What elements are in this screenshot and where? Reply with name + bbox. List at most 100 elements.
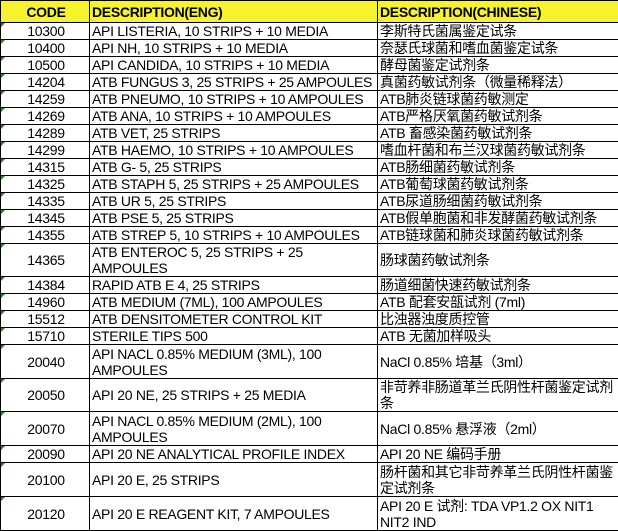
cell-code[interactable]: 14204 [1, 74, 90, 91]
cell-code[interactable]: 10300 [1, 23, 90, 40]
cell-description-eng[interactable]: ATB PNEUMO, 10 STRIPS + 10 AMPOULES [90, 91, 378, 108]
cell-code[interactable]: 14325 [1, 176, 90, 193]
cell-description-eng[interactable]: RAPID ATB E 4, 25 STRIPS [90, 277, 378, 294]
cell-description-chinese[interactable]: 非苛养非肠道革兰氏阴性杆菌鉴定试剂条 [378, 379, 618, 412]
cell-description-eng[interactable]: API 20 E, 25 STRIPS [90, 463, 378, 497]
cell-description-chinese[interactable]: ATB 配套安瓿试剂 (7ml) [378, 294, 618, 311]
cell-description-chinese[interactable]: 嗜血杆菌和布兰汉球菌药敏试剂条 [378, 142, 618, 159]
cell-code[interactable]: 20100 [1, 463, 90, 497]
cell-description-chinese[interactable]: ATB尿道肠细菌药敏试剂条 [378, 193, 618, 210]
cell-description-chinese[interactable]: 酵母菌鉴定试剂条 [378, 57, 618, 74]
cell-description-eng[interactable]: ATB ENTEROC 5, 25 STRIPS + 25 AMPOULES [90, 244, 378, 277]
cell-code[interactable]: 14960 [1, 294, 90, 311]
cell-description-eng[interactable]: ATB HAEMO, 10 STRIPS + 10 AMPOULES [90, 142, 378, 159]
cell-description-eng[interactable]: ATB MEDIUM (7ML), 100 AMPOULES [90, 294, 378, 311]
cell-code[interactable]: 20040 [1, 345, 90, 379]
cell-code[interactable]: 20120 [1, 497, 90, 531]
cell-code[interactable]: 14345 [1, 210, 90, 227]
cell-description-chinese[interactable]: 肠杆菌和其它非苛养革兰氏阴性杆菌鉴定试剂条 [378, 463, 618, 497]
cell-description-eng[interactable]: ATB DENSITOMETER CONTROL KIT [90, 311, 378, 328]
cell-description-eng[interactable]: API NACL 0.85% MEDIUM (3ML), 100 AMPOULE… [90, 345, 378, 379]
cell-description-eng[interactable]: API CANDIDA, 10 STRIPS + 10 MEDIA [90, 57, 378, 74]
cell-code[interactable]: 14299 [1, 142, 90, 159]
column-header-eng[interactable]: DESCRIPTION(ENG) [90, 1, 378, 23]
cell-description-chinese[interactable]: ATB严格厌氧菌药敏试剂条 [378, 108, 618, 125]
cell-description-eng[interactable]: API 20 NE, 25 STRIPS + 25 MEDIA [90, 379, 378, 412]
cell-description-eng[interactable]: ATB VET, 25 STRIPS [90, 125, 378, 142]
cell-description-chinese[interactable]: NaCl 0.85% 培基（3ml） [378, 345, 618, 379]
cell-description-eng[interactable]: API NH, 10 STRIPS + 10 MEDIA [90, 40, 378, 57]
cell-description-eng[interactable]: ATB UR 5, 25 STRIPS [90, 193, 378, 210]
cell-description-chinese[interactable]: 李斯特氏菌属鉴定试条 [378, 23, 618, 40]
cell-description-chinese[interactable]: ATB假单胞菌和非发酵菌药敏试剂条 [378, 210, 618, 227]
cell-description-chinese[interactable]: API 20 E 试剂: TDA VP1.2 OX NIT1 NIT2 IND [378, 497, 618, 531]
cell-description-eng[interactable]: STERILE TIPS 500 [90, 328, 378, 345]
cell-description-eng[interactable]: ATB G- 5, 25 STRIPS [90, 159, 378, 176]
cell-code[interactable]: 14259 [1, 91, 90, 108]
cell-description-chinese[interactable]: ATB肺炎链球菌药敏测定 [378, 91, 618, 108]
cell-description-eng[interactable]: ATB STREP 5, 10 STRIPS + 10 AMPOULES [90, 227, 378, 244]
cell-description-chinese[interactable]: 肠球菌药敏试剂条 [378, 244, 618, 277]
cell-code[interactable]: 15710 [1, 328, 90, 345]
cell-description-chinese[interactable]: ATB链球菌和肺炎球菌药敏试剂条 [378, 227, 618, 244]
cell-code[interactable]: 20050 [1, 379, 90, 412]
cell-description-chinese[interactable]: API 20 NE 编码手册 [378, 446, 618, 463]
cell-description-chinese[interactable]: 比浊器浊度质控管 [378, 311, 618, 328]
cell-description-chinese[interactable]: ATB 无菌加样吸头 [378, 328, 618, 345]
cell-description-chinese[interactable]: 真菌药敏试剂条（微量稀释法） [378, 74, 618, 91]
cell-description-eng[interactable]: ATB FUNGUS 3, 25 STRIPS + 25 AMPOULES [90, 74, 378, 91]
cell-code[interactable]: 14289 [1, 125, 90, 142]
cell-description-chinese[interactable]: NaCl 0.85% 悬浮液（2ml） [378, 412, 618, 446]
cell-description-chinese[interactable]: ATB肠细菌药敏试剂条 [378, 159, 618, 176]
cell-description-eng[interactable]: ATB ANA, 10 STRIPS + 10 AMPOULES [90, 108, 378, 125]
cell-code[interactable]: 14269 [1, 108, 90, 125]
header-row: CODE DESCRIPTION(ENG) DESCRIPTION(CHINES… [1, 1, 618, 23]
cell-code[interactable]: 20090 [1, 446, 90, 463]
cell-code[interactable]: 15512 [1, 311, 90, 328]
cell-code[interactable]: 10400 [1, 40, 90, 57]
cell-code[interactable]: 14365 [1, 244, 90, 277]
cell-code[interactable]: 10500 [1, 57, 90, 74]
cell-code[interactable]: 14335 [1, 193, 90, 210]
cell-description-chinese[interactable]: 奈瑟氏球菌和嗜血菌鉴定试条 [378, 40, 618, 57]
cell-code[interactable]: 14315 [1, 159, 90, 176]
cell-description-eng[interactable]: API LISTERIA, 10 STRIPS + 10 MEDIA [90, 23, 378, 40]
cell-description-chinese[interactable]: 肠道细菌快速药敏试剂条 [378, 277, 618, 294]
column-header-chinese[interactable]: DESCRIPTION(CHINESE) [378, 1, 618, 23]
cell-description-chinese[interactable]: ATB葡萄球菌药敏试剂条 [378, 176, 618, 193]
cell-description-eng[interactable]: API 20 NE ANALYTICAL PROFILE INDEX [90, 446, 378, 463]
cell-code[interactable]: 14355 [1, 227, 90, 244]
cell-description-eng[interactable]: ATB PSE 5, 25 STRIPS [90, 210, 378, 227]
column-header-code[interactable]: CODE [1, 1, 90, 23]
cell-code[interactable]: 14384 [1, 277, 90, 294]
cell-description-eng[interactable]: API 20 E REAGENT KIT, 7 AMPOULES [90, 497, 378, 531]
cell-description-eng[interactable]: API NACL 0.85% MEDIUM (2ML), 100 AMPOULE… [90, 412, 378, 446]
cell-description-eng[interactable]: ATB STAPH 5, 25 STRIPS + 25 AMPOULES [90, 176, 378, 193]
cell-description-chinese[interactable]: ATB 畜感染菌药敏试剂条 [378, 125, 618, 142]
cell-code[interactable]: 20070 [1, 412, 90, 446]
